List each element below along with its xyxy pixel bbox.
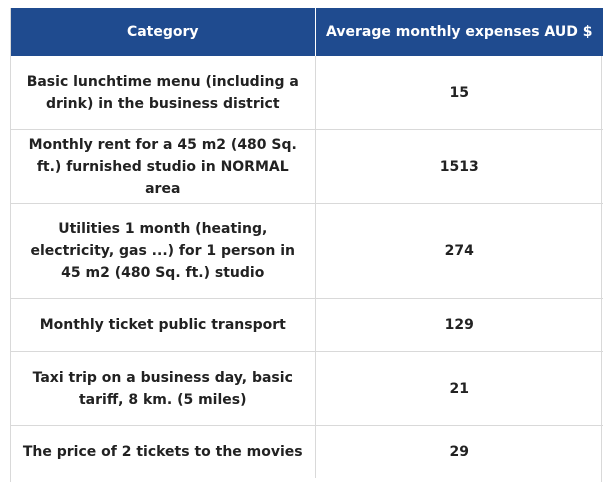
expenses-table-container: Category Average monthly expenses AUD $ …: [10, 8, 603, 482]
expense-value-cell: 129: [315, 298, 603, 352]
table-row: Taxi trip on a business day, basic tarif…: [11, 351, 603, 426]
category-cell: Basic lunchtime menu (including a drink)…: [11, 56, 316, 130]
category-cell: Utilities 1 month (heating, electricity,…: [11, 203, 316, 299]
category-cell: Taxi trip on a business day, basic tarif…: [11, 351, 316, 426]
expense-value-cell: 29: [449, 444, 469, 460]
table-row: Basic lunchtime menu (including a drink)…: [11, 56, 603, 130]
expense-value-cell: 15: [315, 56, 603, 130]
category-cell: Monthly rent for a 45 m2 (480 Sq. ft.) f…: [11, 129, 316, 204]
table-row: The price of 2 tickets to the movies 29: [11, 425, 603, 478]
expense-value-cell: 21: [315, 351, 603, 426]
expense-value-cell: 1513: [315, 129, 603, 204]
table-row: Monthly rent for a 45 m2 (480 Sq. ft.) f…: [11, 129, 603, 204]
expense-value-cell: 274: [315, 203, 603, 299]
table-header-row: Category Average monthly expenses AUD $: [11, 8, 603, 56]
table-row: Monthly ticket public transport 129: [11, 298, 603, 352]
category-cell: Monthly ticket public transport: [11, 298, 316, 352]
column-header-category: Category: [11, 8, 316, 56]
expenses-table: Category Average monthly expenses AUD $ …: [11, 8, 603, 478]
category-cell: The price of 2 tickets to the movies: [11, 425, 316, 478]
table-row: Utilities 1 month (heating, electricity,…: [11, 203, 603, 299]
column-header-expenses: Average monthly expenses AUD $: [315, 8, 603, 56]
